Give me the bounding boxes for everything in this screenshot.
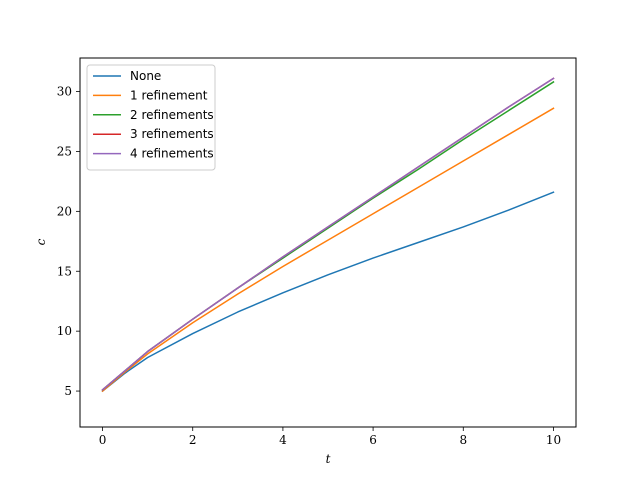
- legend: None 1 refinement 2 refinements 3 refinemen…: [86, 64, 216, 171]
- legend-label-3: 2 refinements: [130, 108, 214, 122]
- y-axis-label: c: [34, 238, 48, 245]
- legend-label-1: None: [130, 69, 161, 83]
- series-line-1: [101, 191, 555, 393]
- x-tick-label: 2: [189, 433, 197, 447]
- x-tick-label: 10: [546, 433, 561, 447]
- legend-label-4: 3 refinements: [130, 127, 214, 141]
- y-tick-label: 30: [57, 85, 72, 99]
- series-line-2: [101, 107, 555, 393]
- y-tick-label: 15: [57, 264, 72, 278]
- x-axis: 0 2 4 6 8 10: [99, 427, 561, 447]
- y-tick-label: 10: [57, 324, 72, 338]
- x-tick-label: 8: [459, 433, 467, 447]
- x-axis-label: t: [326, 452, 331, 466]
- x-tick-label: 6: [369, 433, 377, 447]
- y-tick-label: 25: [57, 144, 72, 158]
- legend-label-5: 4 refinements: [130, 147, 214, 161]
- y-tick-label: 5: [64, 384, 72, 398]
- x-tick-label: 0: [99, 433, 107, 447]
- legend-box: [86, 64, 216, 171]
- legend-label-2: 1 refinement: [130, 88, 208, 102]
- series-line-5: [101, 77, 555, 391]
- chart-marks: [101, 77, 555, 393]
- y-tick-label: 20: [57, 204, 72, 218]
- x-tick-label: 4: [279, 433, 287, 447]
- plot-frame: [79, 57, 577, 428]
- y-axis: 5 10 15 20 25 30: [57, 85, 80, 398]
